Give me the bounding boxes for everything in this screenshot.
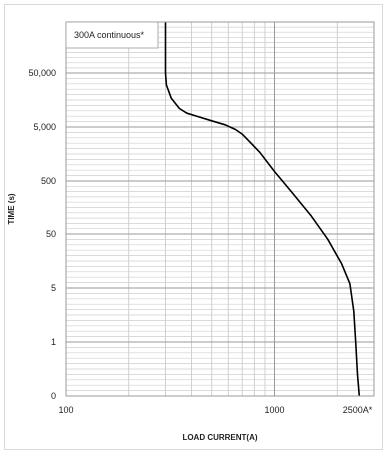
time-current-curve <box>164 22 361 397</box>
y-tick-label: 1 <box>51 337 56 347</box>
y-tick-label: 50,000 <box>28 68 56 78</box>
plot-area <box>65 21 375 397</box>
x-tick-label: 100 <box>58 405 73 415</box>
y-tick-label: 5 <box>51 283 56 293</box>
y-tick-label: 50 <box>46 229 56 239</box>
x-tick-label: 2500A* <box>343 405 373 415</box>
y-tick-label: 5,000 <box>33 122 56 132</box>
x-tick-label: 1000 <box>264 405 284 415</box>
y-tick-label: 0 <box>51 391 56 401</box>
y-tick-label: 500 <box>41 176 56 186</box>
x-axis-title: LOAD CURRENT(A) <box>182 433 257 442</box>
chart-frame <box>4 4 383 450</box>
annotation-text: 300A continuous* <box>74 30 145 40</box>
y-axis-title: TIME (s) <box>7 193 16 224</box>
annotation-box: 300A continuous* <box>65 21 159 49</box>
